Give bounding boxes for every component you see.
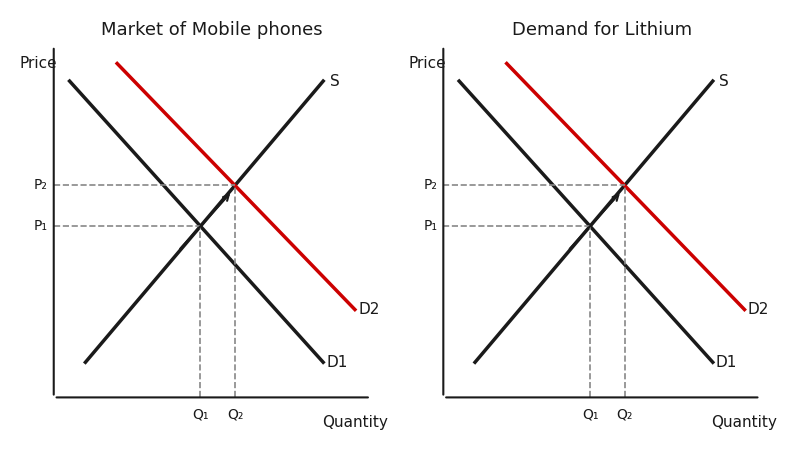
Text: Q₁: Q₁ xyxy=(582,408,598,422)
Text: S: S xyxy=(330,74,339,89)
Text: P₂: P₂ xyxy=(34,179,48,193)
Text: Q₂: Q₂ xyxy=(226,408,243,422)
Text: Quantity: Quantity xyxy=(322,414,388,429)
Text: Q₁: Q₁ xyxy=(192,408,209,422)
Text: D1: D1 xyxy=(716,355,738,370)
Title: Demand for Lithium: Demand for Lithium xyxy=(512,21,692,39)
Text: D1: D1 xyxy=(326,355,348,370)
Text: Q₂: Q₂ xyxy=(616,408,633,422)
Text: S: S xyxy=(719,74,729,89)
Text: Quantity: Quantity xyxy=(711,414,778,429)
Text: Price: Price xyxy=(19,56,57,71)
Text: P₁: P₁ xyxy=(34,219,48,233)
Text: P₁: P₁ xyxy=(424,219,438,233)
Text: D2: D2 xyxy=(358,302,379,317)
Text: Price: Price xyxy=(409,56,446,71)
Text: D2: D2 xyxy=(748,302,769,317)
Text: P₂: P₂ xyxy=(424,179,438,193)
Title: Market of Mobile phones: Market of Mobile phones xyxy=(102,21,323,39)
